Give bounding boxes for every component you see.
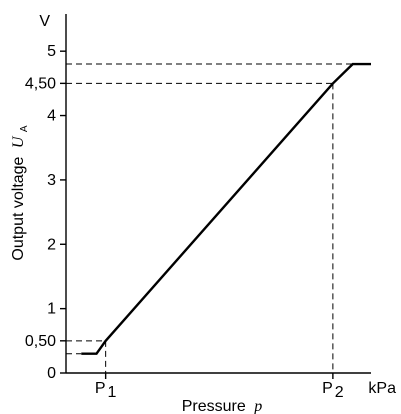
y-tick-label: 3 xyxy=(47,172,56,189)
x-tick-subscript: 2 xyxy=(335,384,344,401)
y-tick-label: 0,50 xyxy=(25,333,56,350)
y-axis-title-text: Output voltage xyxy=(10,156,27,260)
y-axis-title-subscript: A xyxy=(19,125,30,132)
y-axis-title: Output voltage U A xyxy=(10,125,30,261)
x-axis-title: Pressure p xyxy=(182,398,262,414)
series-line xyxy=(81,62,371,355)
y-tick-label: 5 xyxy=(47,43,56,60)
reference-guides xyxy=(66,63,353,373)
y-tick-label: 1 xyxy=(47,301,56,318)
axes xyxy=(65,14,371,374)
y-ticks: 0 0,50 1 2 3 4 4,50 5 xyxy=(25,43,66,382)
series-curve xyxy=(81,62,371,355)
x-tick-subscript: 1 xyxy=(108,384,117,401)
y-tick-label: 4 xyxy=(47,108,56,125)
x-axis-title-symbol: p xyxy=(253,398,262,414)
y-tick-label: 2 xyxy=(47,236,56,253)
y-axis-title-symbol: U xyxy=(10,135,27,148)
x-tick-letter: P xyxy=(322,380,333,397)
x-axis-title-text: Pressure xyxy=(182,398,246,414)
x-tick-letter: P xyxy=(95,380,106,397)
y-unit-label: V xyxy=(39,13,50,30)
y-tick-label: 0 xyxy=(47,365,56,382)
y-tick-label: 4,50 xyxy=(25,75,56,92)
x-unit-label: kPa xyxy=(368,380,396,397)
